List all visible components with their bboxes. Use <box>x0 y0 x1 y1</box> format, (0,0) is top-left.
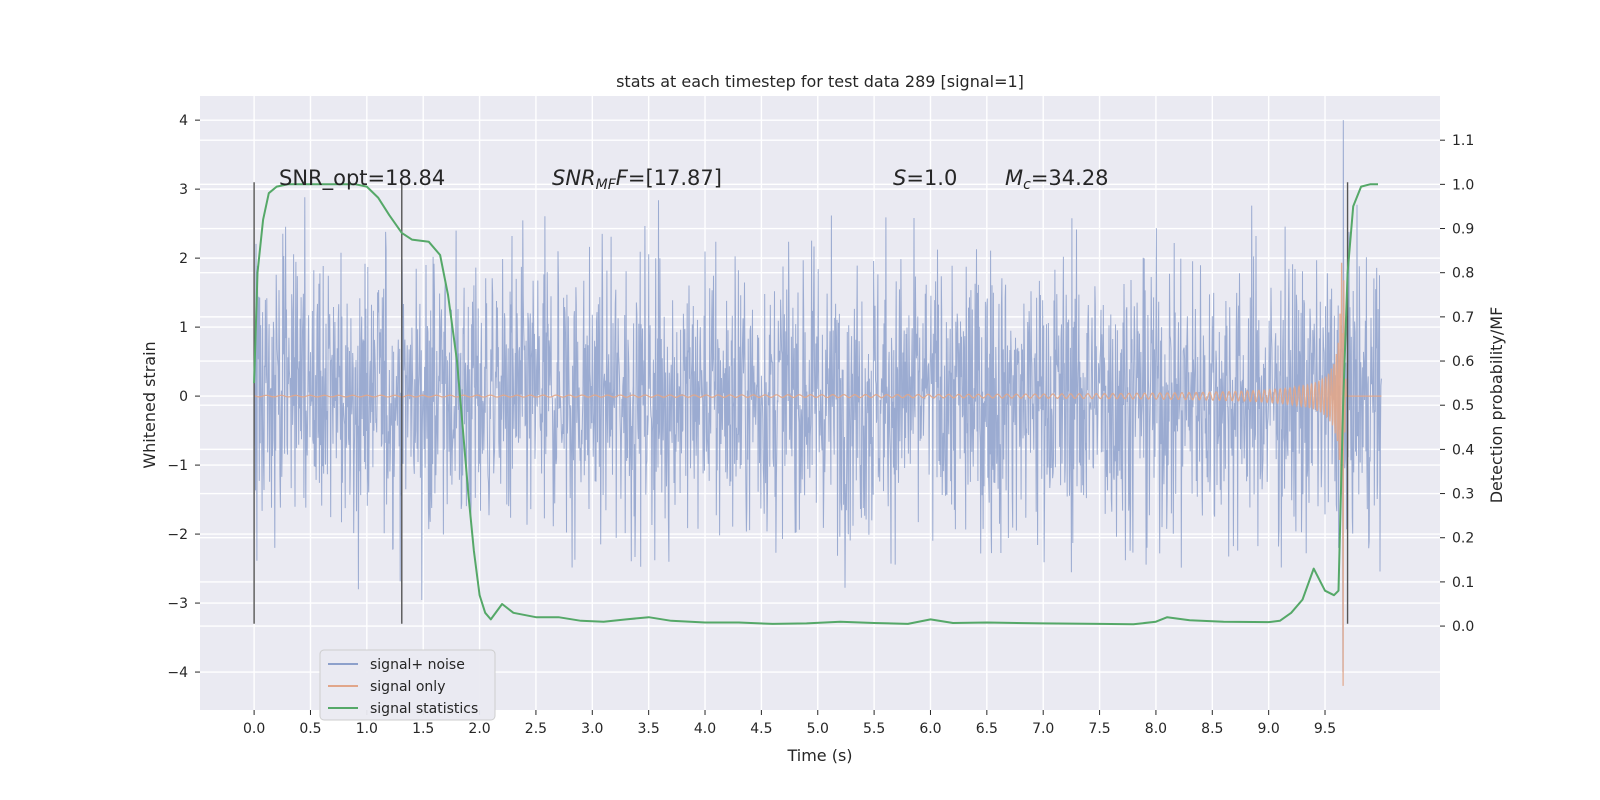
y-tick-label: 4 <box>179 113 188 129</box>
x-tick-label: 5.0 <box>807 721 829 737</box>
y-tick-label: −3 <box>167 596 188 612</box>
y2-axis-label: Detection probability/MF <box>1487 307 1506 504</box>
y2-tick-label: 0.4 <box>1452 442 1474 458</box>
annotation-snr-mf: SNRMFF=[17.87] <box>552 166 722 193</box>
mc-value: =34.28 <box>1031 166 1109 190</box>
y2-tick-label: 0.9 <box>1452 222 1474 238</box>
x-tick-label: 4.0 <box>694 721 716 737</box>
x-axis-ticks: 0.0 0.5 1.0 1.5 2.0 2.5 3.0 3.5 4.0 4.5 5.0 5.5 6.0 6… <box>243 710 1336 737</box>
y2-tick-label: 0.8 <box>1452 266 1474 282</box>
y-tick-label: 1 <box>179 320 188 336</box>
annotation-s: S=1.0 <box>893 166 957 190</box>
x-tick-label: 3.0 <box>581 721 603 737</box>
y-tick-label: −2 <box>167 527 188 543</box>
y-tick-label: −4 <box>167 665 188 681</box>
legend-label-signal: signal only <box>370 679 445 695</box>
x-tick-label: 9.0 <box>1258 721 1280 737</box>
y-axis-label: Whitened strain <box>140 341 159 468</box>
s-main: S <box>893 166 906 190</box>
x-tick-label: 0.5 <box>299 721 321 737</box>
signal-noise-line <box>253 120 1382 673</box>
y2-tick-label: 0.0 <box>1452 619 1474 635</box>
x-tick-label: 4.5 <box>750 721 772 737</box>
x-tick-label: 9.5 <box>1314 721 1336 737</box>
y-tick-label: 0 <box>179 389 188 405</box>
legend-label-statistics: signal statistics <box>370 701 478 717</box>
annotation-snr-opt: SNR_opt=18.84 <box>279 166 445 191</box>
y2-tick-label: 0.7 <box>1452 310 1474 326</box>
x-tick-label: 0.0 <box>243 721 265 737</box>
y2-tick-label: 0.5 <box>1452 398 1474 414</box>
marker-lines <box>253 182 1349 624</box>
y2-tick-label: 0.2 <box>1452 531 1474 547</box>
x-tick-label: 1.0 <box>356 721 378 737</box>
x-tick-label: 8.0 <box>1145 721 1167 737</box>
s-value: =1.0 <box>906 166 957 190</box>
x-tick-label: 6.5 <box>976 721 998 737</box>
y2-tick-label: 0.3 <box>1452 487 1474 503</box>
signal-only-line <box>253 262 1382 686</box>
x-tick-label: 2.5 <box>525 721 547 737</box>
y2-axis-ticks: 1.1 1.0 0.9 0.8 0.7 0.6 0.5 0.4 0.3 0.2 0.1 0.0 <box>1440 133 1474 635</box>
y2-tick-label: 0.1 <box>1452 575 1474 591</box>
signal-statistics-line <box>253 183 1378 626</box>
signal-noise-series <box>253 120 1382 673</box>
annotation-mc: Mc=34.28 <box>1005 166 1109 193</box>
y-tick-label: 3 <box>179 182 188 198</box>
x-tick-label: 2.0 <box>468 721 490 737</box>
snr-mf-main: SNR <box>552 166 596 190</box>
x-tick-label: 8.5 <box>1201 721 1223 737</box>
y-axis-ticks: 4 3 2 1 0 −1 −2 −3 −4 <box>167 113 200 681</box>
y2-tick-label: 1.0 <box>1452 177 1474 193</box>
legend-box <box>319 649 496 721</box>
snr-mf-f: F <box>616 166 629 190</box>
x-axis-label: Time (s) <box>786 746 852 765</box>
mc-sub: c <box>1023 177 1031 193</box>
chart-title: stats at each timestep for test data 289… <box>616 72 1024 91</box>
snr-mf-value: =[17.87] <box>628 166 722 190</box>
signal-statistics-series <box>253 183 1378 626</box>
y2-tick-label: 0.6 <box>1452 354 1474 370</box>
x-tick-label: 1.5 <box>412 721 434 737</box>
snr-mf-sub: MF <box>596 177 617 193</box>
x-tick-label: 6.0 <box>919 721 941 737</box>
mc-main: M <box>1005 166 1023 190</box>
y2-tick-label: 1.1 <box>1452 133 1474 149</box>
x-tick-label: 7.0 <box>1032 721 1054 737</box>
x-tick-label: 7.5 <box>1088 721 1110 737</box>
y-tick-label: 2 <box>179 251 188 267</box>
legend: signal+ noise signal only signal statist… <box>319 649 496 721</box>
legend-label-noise: signal+ noise <box>370 657 465 673</box>
signal-only-series <box>253 262 1382 686</box>
x-tick-label: 5.5 <box>863 721 885 737</box>
x-tick-label: 3.5 <box>638 721 660 737</box>
y-tick-label: −1 <box>167 458 188 474</box>
